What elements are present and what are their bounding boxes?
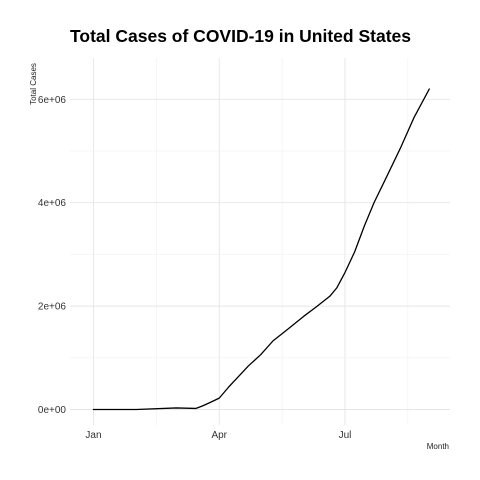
chart-title: Total Cases of COVID-19 in United States	[70, 26, 411, 46]
series-layer	[92, 88, 430, 411]
y-axis-label: Total Cases	[29, 63, 38, 105]
x-tick-label: Apr	[211, 430, 227, 441]
x-axis-label: Month	[427, 442, 449, 451]
y-tick-label: 4e+06	[38, 198, 67, 209]
grid	[70, 58, 450, 425]
x-tick-label: Jul	[339, 430, 352, 441]
y-tick-label: 2e+06	[38, 302, 67, 313]
y-tick-label: 6e+06	[38, 95, 67, 106]
series-line-total-cases	[92, 88, 430, 411]
y-tick-label: 0e+00	[38, 405, 67, 416]
tick-labels: Jan Apr Jul 0e+00 2e+06 4e+06 6e+06	[38, 95, 351, 441]
x-tick-label: Jan	[85, 430, 101, 441]
